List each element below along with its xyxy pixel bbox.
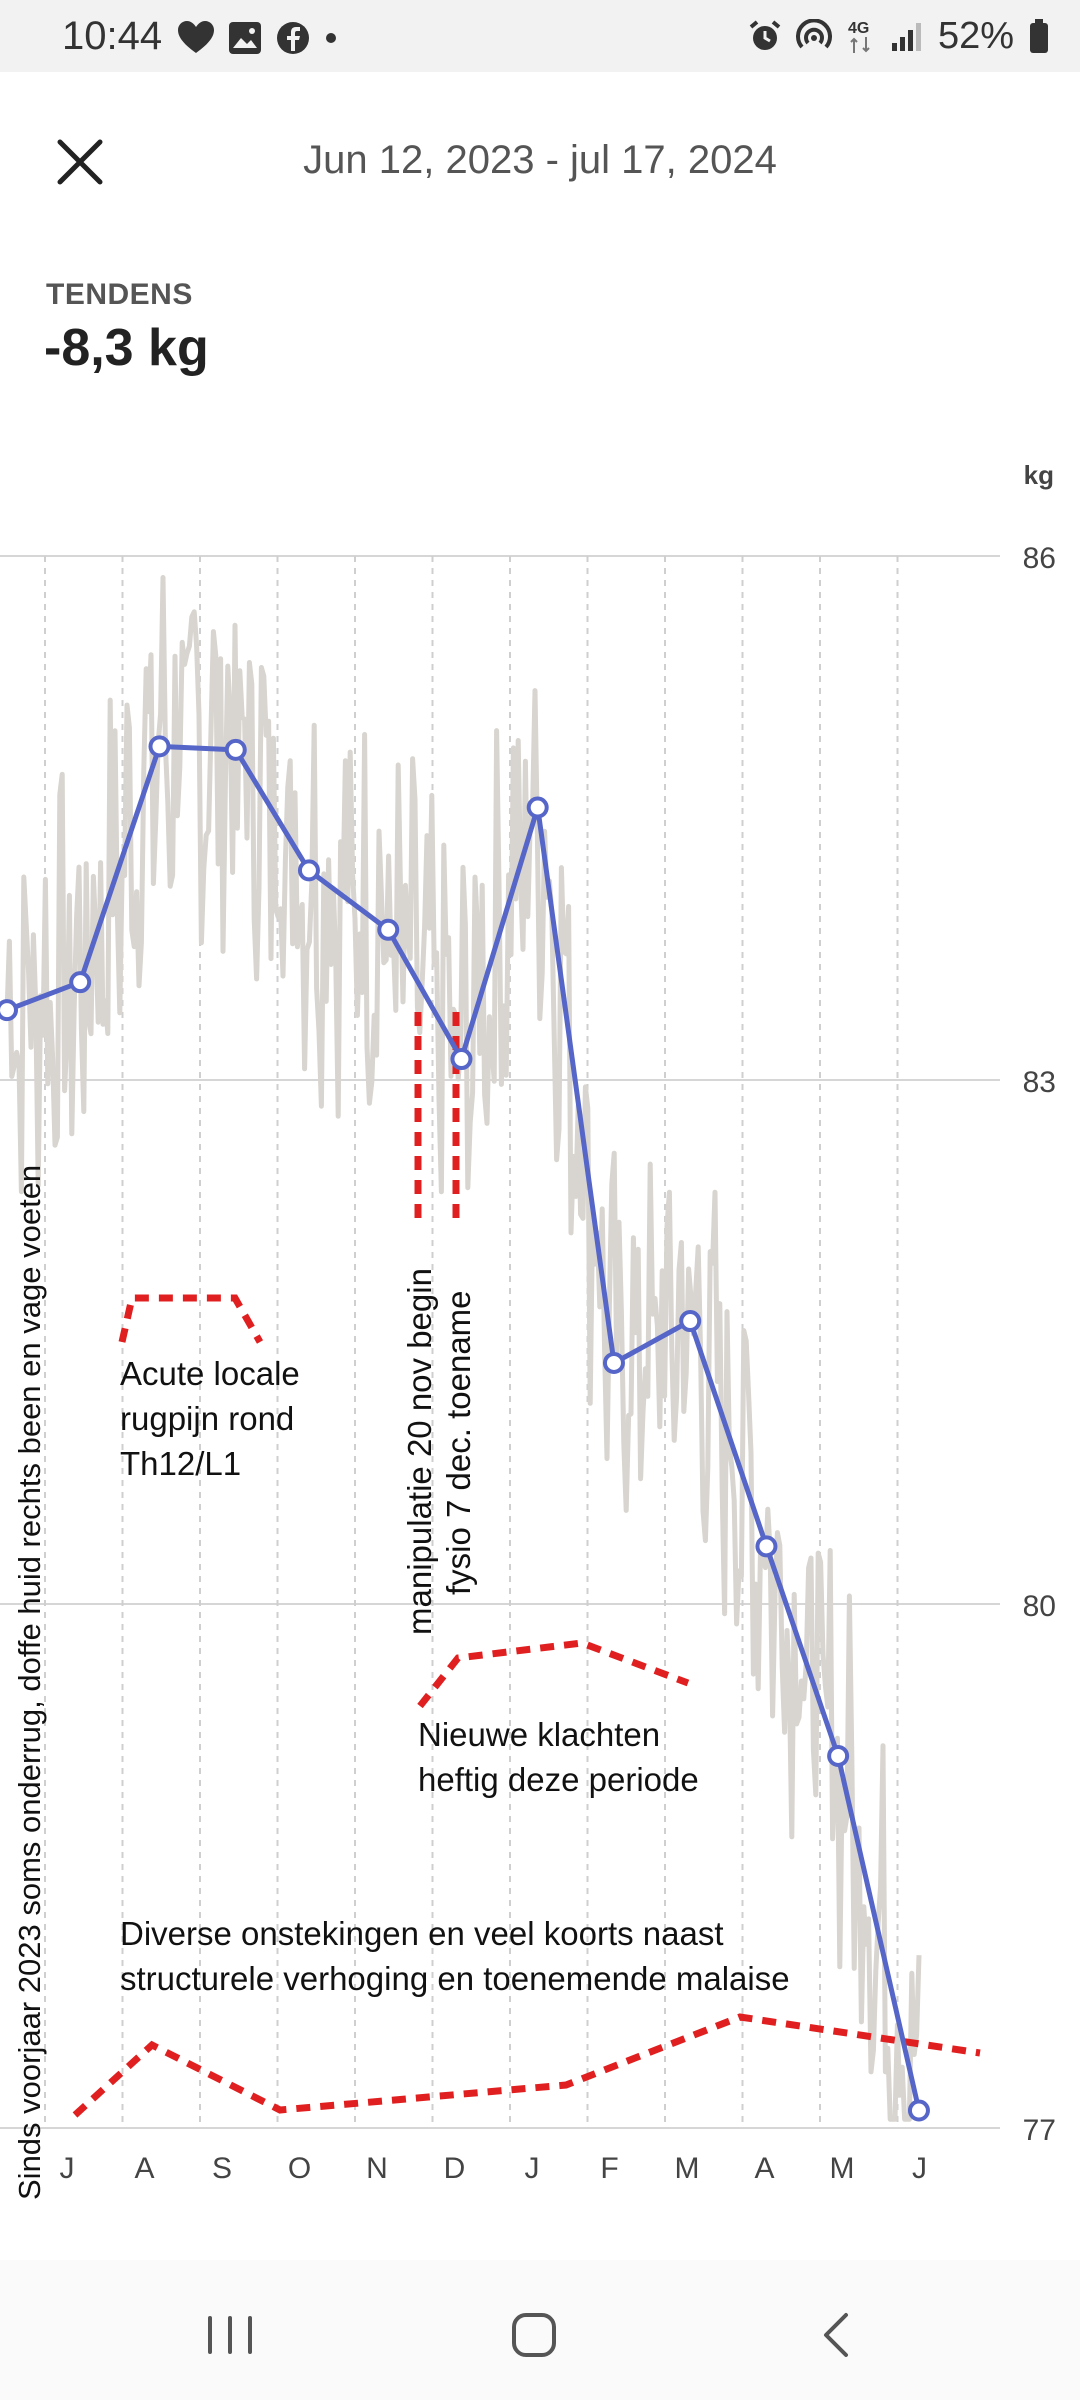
annotation-new-line2: heftig deze periode — [418, 1761, 699, 1798]
home-icon[interactable] — [494, 2300, 574, 2370]
image-icon — [229, 22, 261, 54]
annotation-mark-new-complaints — [417, 1639, 690, 1709]
y-tick-label: 80 — [1023, 1590, 1056, 1623]
signal-icon — [891, 23, 921, 51]
alarm-icon — [749, 20, 781, 50]
4g-icon: 4G — [848, 20, 870, 53]
annotation-new-line1: Nieuwe klachten — [418, 1716, 660, 1753]
trend-value: -8,3 kg — [44, 319, 209, 377]
notification-icons — [178, 18, 338, 58]
date-range-title: Jun 12, 2023 - jul 17, 2024 — [303, 138, 777, 182]
annotation-back-line2: rugpijn rond — [120, 1400, 294, 1437]
annotation-mark-back-pain — [118, 1294, 264, 1344]
trend-point[interactable] — [827, 1744, 850, 1767]
facebook-icon — [277, 22, 309, 54]
x-tick-label: F — [600, 2152, 618, 2185]
hotspot-icon — [795, 19, 832, 49]
y-tick-label: 83 — [1023, 1066, 1056, 1099]
trend-point[interactable] — [450, 1048, 473, 1071]
annotation-vertical-left: Sinds voorjaar 2023 soms onderrug, doffe… — [12, 1165, 47, 2200]
x-tick-label: J — [912, 2152, 927, 2185]
recent-apps-icon[interactable] — [190, 2300, 270, 2370]
back-icon[interactable] — [798, 2300, 878, 2370]
y-tick-label: 86 — [1023, 542, 1056, 575]
x-tick-label: D — [444, 2152, 466, 2185]
trend-point[interactable] — [907, 2099, 930, 2122]
annotation-manip-line1: manipulatie 20 nov begin — [401, 1268, 438, 1635]
trend-point[interactable] — [755, 1535, 778, 1558]
close-icon[interactable] — [50, 132, 110, 192]
raw-weight-series — [4, 575, 922, 2122]
annotation-manip-line2: fysio 7 dec. toename — [440, 1290, 477, 1595]
trend-point[interactable] — [602, 1351, 625, 1374]
navigation-bar — [0, 2260, 1080, 2400]
trend-series — [0, 735, 930, 2122]
battery-icon — [1030, 19, 1048, 53]
trend-point[interactable] — [297, 859, 320, 882]
x-tick-label: J — [525, 2152, 540, 2185]
trend-point[interactable] — [69, 971, 92, 994]
trend-point[interactable] — [679, 1310, 702, 1333]
x-tick-label: N — [366, 2152, 388, 2185]
annotation-mark-inflammation — [72, 2013, 981, 2118]
trend-point[interactable] — [148, 735, 171, 758]
heart-icon — [178, 21, 214, 53]
dot-icon — [326, 33, 336, 43]
x-tick-label: A — [134, 2152, 154, 2185]
status-time: 10:44 — [62, 14, 163, 58]
x-tick-label: S — [212, 2152, 232, 2185]
y-tick-label: 77 — [1023, 2114, 1056, 2147]
battery-percent: 52% — [937, 14, 1014, 57]
x-tick-label: J — [60, 2152, 75, 2185]
unit-label: kg — [1023, 460, 1054, 490]
y-axis: 86 83 80 77 — [1023, 542, 1056, 2147]
4g-label: 4G — [848, 20, 869, 37]
trend-point[interactable] — [0, 999, 18, 1022]
status-bar: 10:44 4G 52% — [0, 0, 1080, 72]
x-tick-label: M — [830, 2152, 855, 2185]
x-tick-label: O — [288, 2152, 311, 2185]
annotation-bottom-line1: Diverse onstekingen en veel koorts naast — [120, 1915, 724, 1952]
trend-point[interactable] — [526, 796, 549, 819]
raw-weight-line — [4, 575, 922, 2122]
annotation-back-line3: Th12/L1 — [120, 1445, 241, 1482]
annotation-bottom-line2: structurele verhoging en toenemende mala… — [120, 1960, 790, 1997]
x-tick-label: A — [754, 2152, 774, 2185]
annotation-back-line1: Acute locale — [120, 1355, 300, 1392]
trend-label: TENDENS — [46, 278, 193, 311]
x-tick-label: M — [675, 2152, 700, 2185]
system-icons: 4G 52% — [748, 14, 1050, 58]
trend-point[interactable] — [224, 738, 247, 761]
trend-point[interactable] — [377, 918, 400, 941]
